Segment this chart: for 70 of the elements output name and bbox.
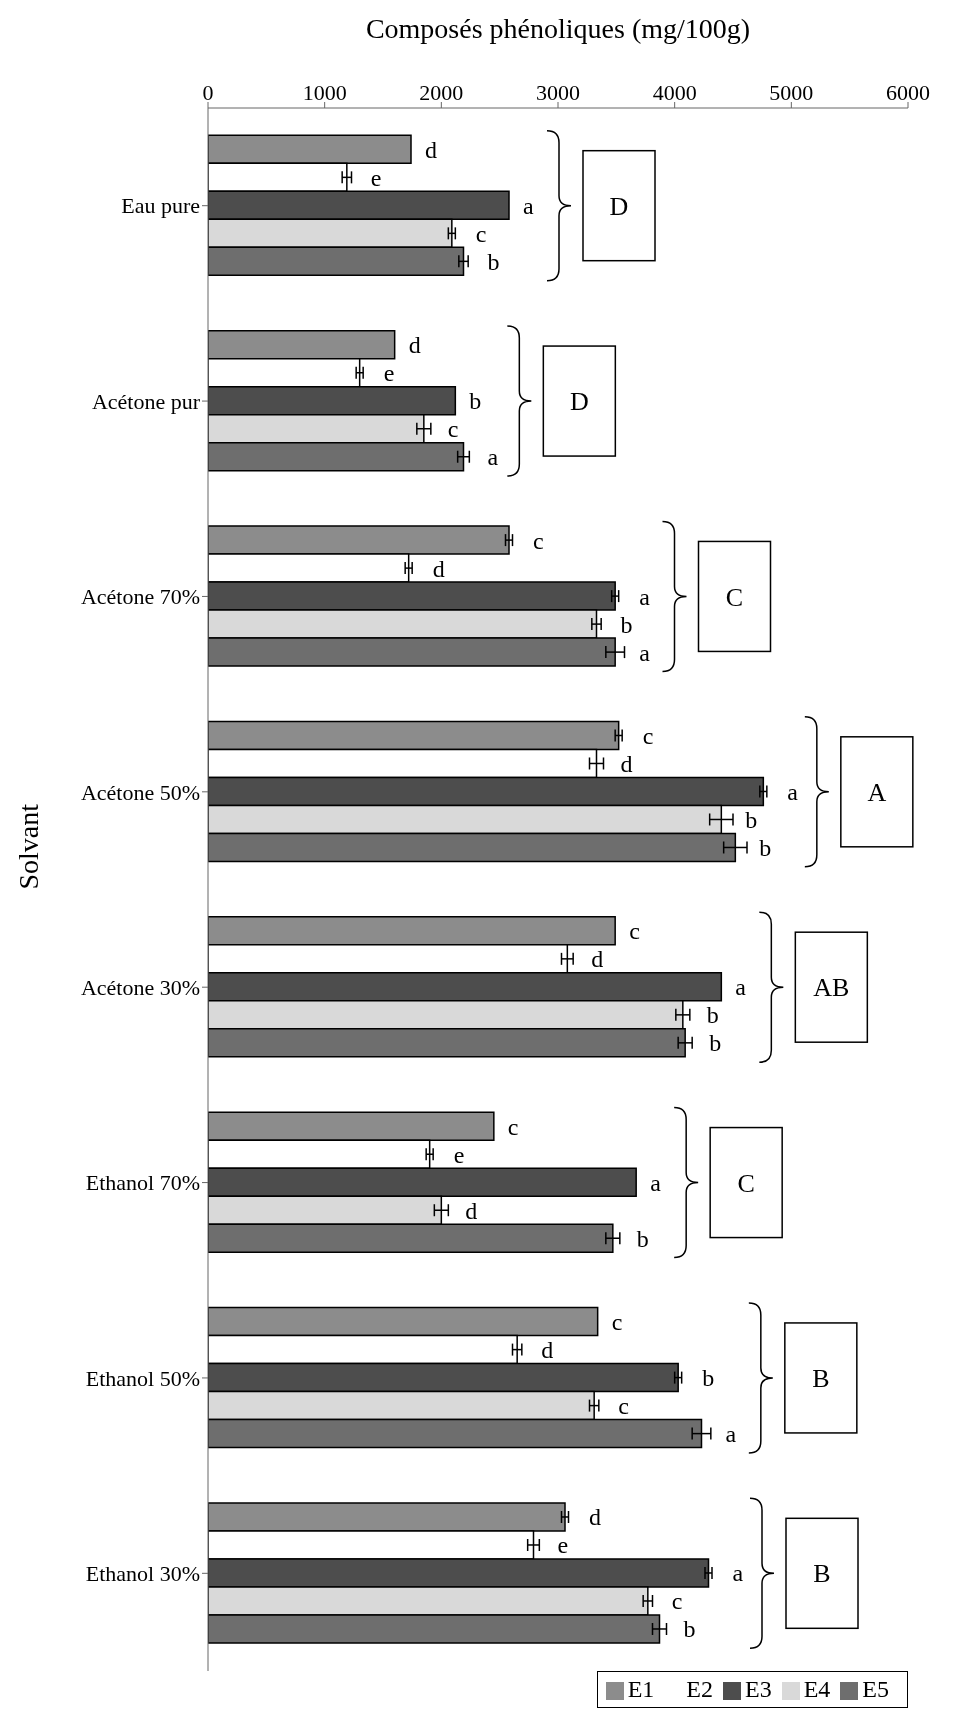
annotation: C	[725, 582, 744, 612]
annotation: D	[609, 191, 629, 221]
data-label: d	[620, 750, 633, 777]
data-label: b	[706, 1002, 719, 1029]
data-label: c	[533, 527, 544, 554]
data-label: d	[408, 332, 421, 359]
x-axis-title: Composés phénoliques (mg/100g)	[365, 12, 751, 44]
data-label: b	[620, 611, 633, 638]
data-label: b	[636, 1225, 649, 1252]
x-tick-label: 6000	[886, 80, 930, 105]
data-label: b	[469, 388, 482, 415]
legend-label: E5	[862, 1676, 889, 1702]
data-label: d	[432, 555, 445, 582]
data-label: d	[591, 946, 604, 973]
y-tick-label: Eau pure	[121, 193, 200, 219]
data-label: a	[523, 192, 534, 219]
x-tick-label: 4000	[652, 80, 697, 105]
text: E2	[686, 1676, 713, 1702]
data-label: b	[683, 1616, 696, 1643]
data-label: a	[639, 639, 651, 666]
y-tick-label: Acétone 30%	[80, 975, 200, 1000]
y-axis-title: Solvant	[12, 803, 44, 890]
y-tick-label: Ethanol 50%	[85, 1365, 200, 1391]
data-label: b	[487, 248, 500, 275]
data-label: e	[370, 164, 382, 191]
data-label: a	[735, 974, 747, 1001]
x-tick-label: 2000	[419, 80, 464, 105]
data-label: e	[453, 1141, 465, 1168]
annotation: B	[812, 1364, 830, 1394]
data-label: b	[745, 806, 758, 833]
annotation: C	[737, 1168, 755, 1198]
data-label: e	[557, 1532, 569, 1559]
data-label: c	[611, 1309, 623, 1335]
data-label: b	[759, 834, 772, 861]
data-label: c	[475, 220, 487, 247]
data-label: c	[629, 918, 640, 945]
data-label: d	[465, 1197, 478, 1224]
x-tick-label: 3000	[536, 80, 580, 105]
data-label: b	[709, 1030, 722, 1057]
data-label: e	[383, 360, 395, 387]
y-tick-label: Ethanol 70%	[85, 1170, 200, 1196]
data-label: d	[541, 1337, 554, 1363]
data-label: c	[447, 416, 459, 443]
data-label: c	[507, 1113, 519, 1140]
legend-label: E3	[744, 1676, 772, 1702]
data-label: a	[732, 1560, 744, 1587]
legend-label: E4	[803, 1676, 831, 1702]
data-label: c	[618, 1393, 629, 1419]
data-label: b	[702, 1365, 715, 1391]
y-tick-label: Ethanol 30%	[85, 1561, 200, 1587]
data-label: a	[639, 583, 651, 610]
annotation: B	[813, 1559, 831, 1589]
annotation: A	[867, 777, 887, 807]
annotation: AB	[813, 973, 850, 1003]
data-label: a	[787, 778, 799, 805]
x-tick-label: 1000	[302, 80, 347, 105]
data-label: d	[425, 136, 437, 163]
y-tick-label: Acétone pur	[91, 388, 201, 414]
data-label: a	[650, 1169, 662, 1196]
legend-label: E1	[627, 1676, 655, 1702]
y-tick-label: Acétone 50%	[80, 779, 200, 805]
data-label: c	[642, 722, 654, 749]
y-tick-label: Acétone 70%	[80, 584, 200, 610]
x-tick-label: 0	[202, 80, 214, 105]
data-label: a	[487, 444, 499, 471]
data-label: a	[725, 1421, 737, 1447]
annotation: D	[569, 387, 589, 417]
data-label: c	[671, 1588, 683, 1615]
data-label: d	[589, 1504, 601, 1531]
x-tick-label: 5000	[769, 80, 814, 105]
